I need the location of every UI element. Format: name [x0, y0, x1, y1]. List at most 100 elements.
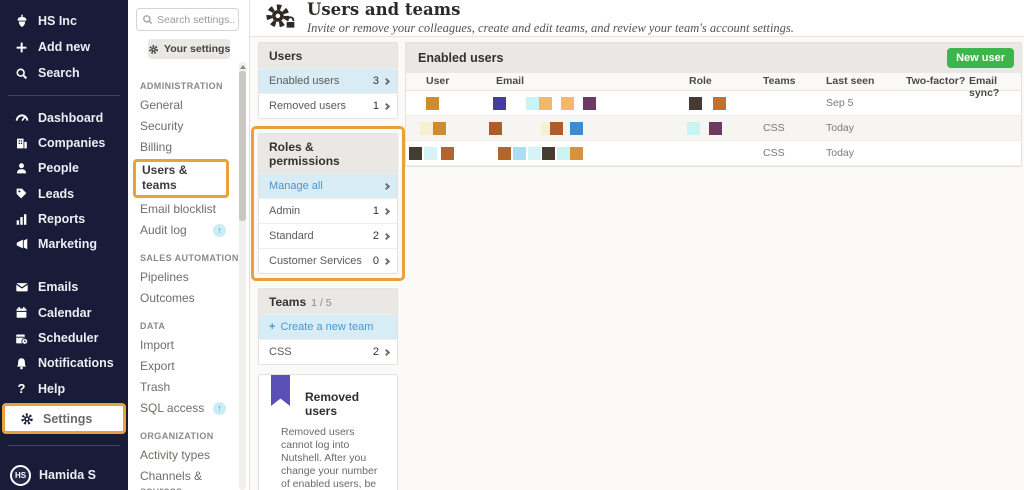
- table-row[interactable]: CSS Today: [406, 116, 1021, 141]
- chevron-right-icon: [382, 102, 391, 110]
- sidebar-item-dashboard[interactable]: Dashboard: [0, 105, 128, 130]
- panel-item-enabled-users[interactable]: Enabled users 3: [259, 68, 397, 93]
- count-badge: 1: [372, 100, 379, 112]
- your-settings-button[interactable]: Your settings: [148, 39, 231, 59]
- settings-item-users-teams[interactable]: Users & teams: [133, 159, 229, 198]
- main-sidebar: HS Inc Add new Search Dashboard Companie…: [0, 0, 128, 490]
- table-row[interactable]: Sep 5: [406, 91, 1021, 116]
- avatar: HS: [10, 464, 31, 486]
- scrollbar[interactable]: [239, 62, 246, 490]
- panel-item-admin[interactable]: Admin 1: [259, 198, 397, 223]
- redacted-block: [550, 122, 563, 135]
- settings-item-trash[interactable]: Trash: [140, 380, 171, 394]
- settings-item-billing[interactable]: Billing: [140, 140, 173, 154]
- redacted-block: [489, 122, 502, 135]
- sidebar-item-reports[interactable]: Reports: [0, 206, 128, 231]
- settings-sub-panels: Users Enabled users 3 Removed users 1 Ro…: [251, 42, 405, 490]
- chevron-right-icon: [382, 257, 391, 265]
- sidebar-item-label: Emails: [38, 280, 79, 295]
- chevron-right-icon: [382, 348, 391, 356]
- sidebar-item-notifications[interactable]: Notifications: [0, 351, 128, 376]
- sidebar-item-companies[interactable]: Companies: [0, 130, 128, 155]
- sidebar-item-scheduler[interactable]: Scheduler: [0, 325, 128, 350]
- table-title: Enabled users: [418, 51, 504, 65]
- sidebar-item-label: Add new: [38, 40, 91, 54]
- create-team-button[interactable]: + Create a new team: [259, 314, 397, 339]
- users-teams-icon: [264, 2, 296, 34]
- bell-icon: [14, 356, 29, 371]
- sidebar-divider: [8, 444, 120, 446]
- redacted-block: [498, 147, 511, 160]
- calendar-icon: [14, 305, 29, 320]
- scrollbar-thumb[interactable]: [239, 71, 246, 221]
- new-user-button[interactable]: New user: [947, 48, 1014, 68]
- sidebar-item-leads[interactable]: Leads: [0, 181, 128, 206]
- panel-item-removed-users[interactable]: Removed users 1: [259, 93, 397, 118]
- roles-panel-title: Roles & permissions: [259, 134, 397, 173]
- redacted-block: [424, 147, 437, 160]
- sidebar-item-calendar[interactable]: Calendar: [0, 300, 128, 325]
- main-content: Users and teams Invite or remove your co…: [250, 0, 1024, 490]
- settings-item-email-blocklist[interactable]: Email blocklist: [140, 202, 217, 216]
- info-card-title: Removed users: [305, 390, 360, 418]
- settings-item-audit-log[interactable]: Audit log ↑: [128, 220, 240, 241]
- redacted-block: [689, 97, 702, 110]
- panel-item-standard[interactable]: Standard 2: [259, 223, 397, 248]
- page-header: Users and teams Invite or remove your co…: [250, 0, 1024, 37]
- redacted-block: [513, 147, 526, 160]
- sidebar-item-search[interactable]: Search: [0, 60, 128, 86]
- gear-icon: [148, 44, 159, 55]
- brand-label: HS Inc: [38, 14, 77, 28]
- scrollbar-up-arrow[interactable]: [239, 65, 246, 69]
- sidebar-item-label: Dashboard: [38, 110, 104, 125]
- count-badge: 2: [372, 346, 379, 358]
- redacted-block: [557, 147, 570, 160]
- panel-item-team-css[interactable]: CSS 2: [259, 339, 397, 364]
- settings-item-channels-sources[interactable]: Channels & sources: [140, 469, 203, 490]
- sidebar-item-add-new[interactable]: Add new: [0, 34, 128, 60]
- settings-item-import[interactable]: Import: [140, 338, 175, 352]
- redacted-block: [539, 97, 552, 110]
- plus-icon: +: [269, 321, 276, 333]
- settings-item-pipelines[interactable]: Pipelines: [140, 270, 189, 284]
- chevron-right-icon: [382, 232, 391, 240]
- sidebar-item-label: Settings: [43, 411, 93, 426]
- section-organization: ORGANIZATION: [140, 431, 214, 441]
- last-seen-cell: Today: [826, 147, 855, 159]
- redacted-block: [570, 147, 583, 160]
- teams-cell: CSS: [763, 147, 785, 159]
- search-icon: [142, 14, 153, 25]
- redacted-block: [542, 147, 555, 160]
- search-icon: [14, 66, 29, 81]
- redacted-block: [583, 97, 596, 110]
- table-row[interactable]: CSS Today: [406, 141, 1021, 166]
- settings-search-input[interactable]: [157, 13, 235, 26]
- settings-item-sql-access[interactable]: SQL access ↑: [128, 398, 240, 419]
- sidebar-item-marketing[interactable]: Marketing: [0, 232, 128, 257]
- sidebar-item-settings[interactable]: Settings: [2, 403, 126, 434]
- last-seen-cell: Sep 5: [826, 97, 854, 109]
- section-administration: ADMINISTRATION: [140, 81, 223, 91]
- tag-icon: [14, 186, 29, 201]
- sidebar-item-emails[interactable]: Emails: [0, 275, 128, 300]
- teams-panel-title: Teams: [269, 295, 307, 309]
- sidebar-item-label: Reports: [38, 212, 86, 227]
- brand-hs-inc[interactable]: HS Inc: [0, 8, 128, 34]
- sidebar-user[interactable]: HS Hamida S: [0, 461, 128, 490]
- sidebar-item-people[interactable]: People: [0, 156, 128, 181]
- sidebar-item-label: Companies: [38, 136, 106, 150]
- sidebar-item-help[interactable]: ? Help: [0, 376, 128, 401]
- panel-item-customer-services[interactable]: Customer Services 0: [259, 248, 397, 273]
- redacted-block: [570, 122, 583, 135]
- settings-item-export[interactable]: Export: [140, 359, 175, 373]
- settings-item-security[interactable]: Security: [140, 119, 184, 133]
- redacted-block: [528, 147, 541, 160]
- settings-search[interactable]: [136, 8, 239, 31]
- settings-item-outcomes[interactable]: Outcomes: [140, 291, 195, 305]
- last-seen-cell: Today: [826, 122, 855, 134]
- lock-icon: [283, 15, 298, 35]
- plus-icon: [14, 40, 29, 55]
- panel-item-manage-all[interactable]: Manage all: [259, 173, 397, 198]
- settings-item-activity-types[interactable]: Activity types: [140, 448, 211, 462]
- settings-item-general[interactable]: General: [140, 98, 183, 112]
